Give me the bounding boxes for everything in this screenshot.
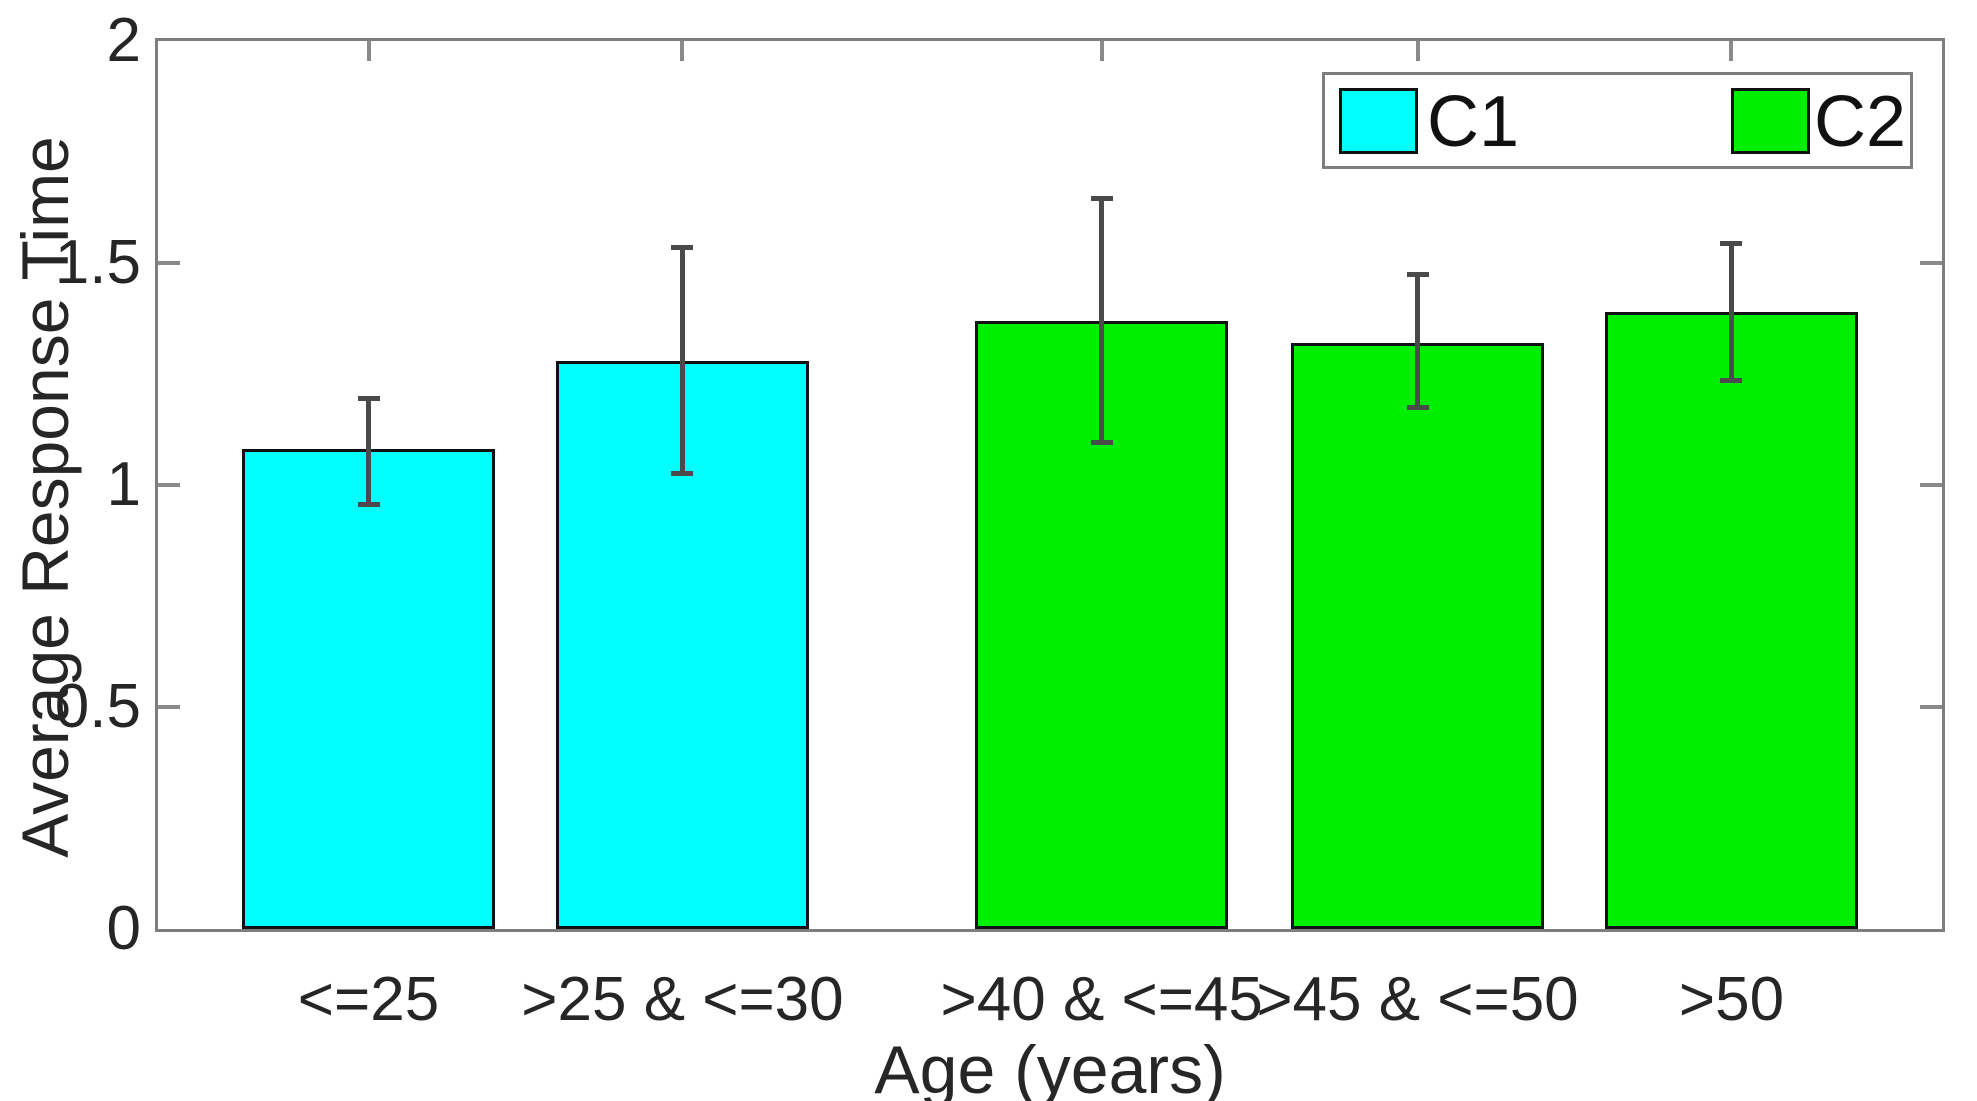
error-bar-cap [357, 502, 380, 508]
y-tick-label: 2 [106, 6, 141, 75]
error-bar-cap [671, 471, 694, 477]
y-tick-label: 0.5 [54, 672, 141, 741]
error-bar [1099, 196, 1105, 446]
x-tick-label: >50 [1678, 965, 1785, 1034]
x-tick-label: >45 & <=50 [1256, 965, 1579, 1034]
error-bar-cap [1406, 404, 1429, 410]
error-bar [366, 396, 371, 508]
legend-swatch-c1 [1339, 88, 1418, 154]
legend: C1 C2 [1322, 72, 1913, 169]
error-bar-cap [357, 396, 380, 402]
top-tick [680, 41, 685, 61]
legend-label-c2: C2 [1814, 82, 1907, 162]
top-tick [1729, 41, 1734, 61]
left-tick [158, 483, 180, 487]
y-tick-label: 0 [106, 894, 141, 963]
top-tick [1099, 41, 1104, 61]
y-tick-label: 1 [106, 450, 141, 519]
right-tick [1920, 705, 1942, 709]
x-tick-label: >40 & <=45 [940, 965, 1263, 1034]
top-tick [366, 41, 371, 61]
error-bar-cap [671, 245, 694, 251]
top-tick [1415, 41, 1420, 61]
right-tick [1920, 483, 1942, 487]
left-tick [158, 705, 180, 709]
error-bar-cap [1720, 240, 1743, 246]
y-tick-label: 1.5 [54, 228, 141, 297]
x-axis-title: Age (years) [874, 1032, 1226, 1101]
x-tick-label: >25 & <=30 [521, 965, 844, 1034]
x-tick-label: <=25 [297, 965, 440, 1034]
error-bar-cap [1090, 196, 1113, 202]
error-bar [1415, 271, 1420, 410]
plot-area [155, 38, 1945, 932]
legend-label-c1: C1 [1427, 82, 1520, 162]
error-bar-cap [1090, 440, 1113, 446]
bar->45 & <=50 [1290, 342, 1545, 929]
error-bar [679, 245, 685, 477]
bar-<=25 [241, 449, 496, 929]
error-bar-cap [1720, 377, 1743, 383]
legend-swatch-c2 [1731, 88, 1810, 154]
right-tick [1920, 261, 1942, 265]
error-bar-cap [1406, 271, 1429, 277]
error-bar [1728, 240, 1734, 383]
bar->50 [1604, 311, 1859, 929]
left-tick [158, 261, 180, 265]
